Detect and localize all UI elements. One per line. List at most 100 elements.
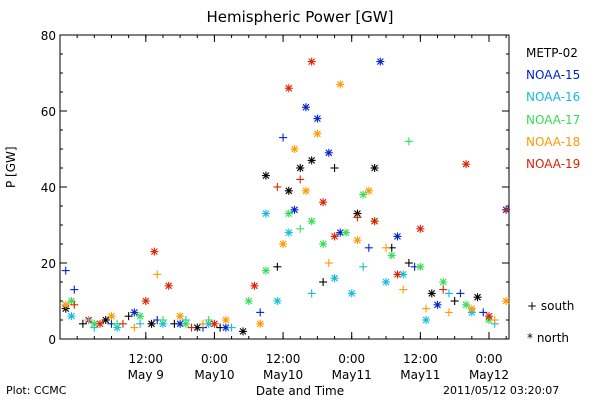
data-point-north [324,148,333,157]
data-point-south [279,133,288,142]
data-point-south [324,259,333,267]
legend-entry: NOAA-15 [526,68,581,83]
x-tick-label: 12:00 [266,352,301,366]
data-point-north [67,312,76,321]
data-point-north [296,164,305,172]
data-point-south [70,300,79,309]
data-point-north [136,312,145,321]
data-point-north [141,297,150,305]
data-point-north [176,312,185,321]
data-point-north [416,262,425,271]
x-axis-label: Date and Time [255,384,345,398]
y-tick-label: 20 [41,257,56,271]
data-point-north [427,289,436,298]
legend: METP-02 NOAA-15 NOAA-16 NOAA-17 NOAA-18 NOAA-… [526,42,580,175]
y-tick-label: 60 [41,105,56,119]
data-point-south [78,319,87,328]
data-point-north [261,171,270,180]
y-axis-label: P [GW] [4,146,18,188]
data-point-south [187,323,196,332]
legend-symbol-north: * north [527,331,570,345]
data-point-north [484,312,493,321]
chart-title: Hemispheric Power [GW] [206,8,394,26]
data-point-south [450,297,459,305]
data-point-south [130,323,139,332]
data-point-south [307,289,316,298]
data-point-north [330,232,339,241]
data-point-south [153,270,162,279]
data-point-north [370,164,379,172]
data-point-north [319,240,328,248]
data-point-north [433,300,442,309]
data-point-north [336,80,345,89]
data-point-south [204,316,213,324]
data-point-north [130,308,139,317]
data-point-north [250,281,259,290]
data-point-south [439,285,448,294]
data-point-north [416,224,425,233]
data-point-north [462,300,471,309]
data-point-south [444,308,453,317]
data-point-south [124,312,133,321]
data-point-south [118,319,127,328]
data-point-north [290,145,299,153]
data-point-south [364,243,373,252]
data-point-north [181,319,190,328]
data-point-north [364,186,373,195]
data-point-south [136,319,145,328]
data-point-south [70,285,79,294]
data-point-south [296,224,305,233]
y-tick-label: 0 [48,333,56,347]
data-point-north [370,217,379,226]
data-point-south [158,316,167,324]
data-point-north [502,297,511,305]
data-point-north [307,57,316,66]
data-point-south [273,183,282,191]
data-point-south [61,266,70,275]
data-point-north [61,300,70,309]
x-tick-date-label: May11 [400,368,440,382]
data-point-north [284,228,293,237]
data-point-north [96,319,105,328]
plot-credit: Plot: CCMC [6,384,67,397]
data-point-north [422,316,431,324]
data-point-north [301,103,310,112]
x-tick-label: 12:00 [403,352,438,366]
data-point-north [307,217,316,226]
data-point-north [147,319,156,328]
data-point-north [107,312,116,321]
data-point-south [227,323,236,332]
data-point-north [284,186,293,195]
x-tick-label: 12:00 [128,352,163,366]
legend-entry: METP-02 [526,46,578,60]
legend-entry: NOAA-19 [526,157,581,172]
data-point-north [101,316,110,324]
x-tick-date-label: May10 [263,368,303,382]
data-point-south [479,308,488,317]
data-point-north [221,316,230,324]
data-point-north [376,57,385,66]
data-point-north [164,281,173,290]
x-tick-label: 0:00 [201,352,228,366]
data-point-north [244,297,253,305]
data-point-north [273,297,282,305]
data-point-south [382,243,391,252]
y-tick-label: 80 [41,29,56,43]
data-point-north [284,209,293,218]
data-point-north [330,274,339,283]
data-point-north [290,205,299,214]
data-point-north [336,228,345,237]
data-point-south [84,316,93,324]
data-point-south [404,259,413,267]
x-tick-label: 0:00 [338,352,365,366]
data-point-north [176,319,185,328]
data-point-north [210,319,219,328]
data-point-south [502,205,511,214]
legend-entry: NOAA-17 [526,112,581,127]
data-point-south [330,164,339,172]
data-point-north [301,186,310,195]
data-point-north [261,266,270,275]
data-point-north [467,304,476,313]
data-point-north [393,232,402,241]
